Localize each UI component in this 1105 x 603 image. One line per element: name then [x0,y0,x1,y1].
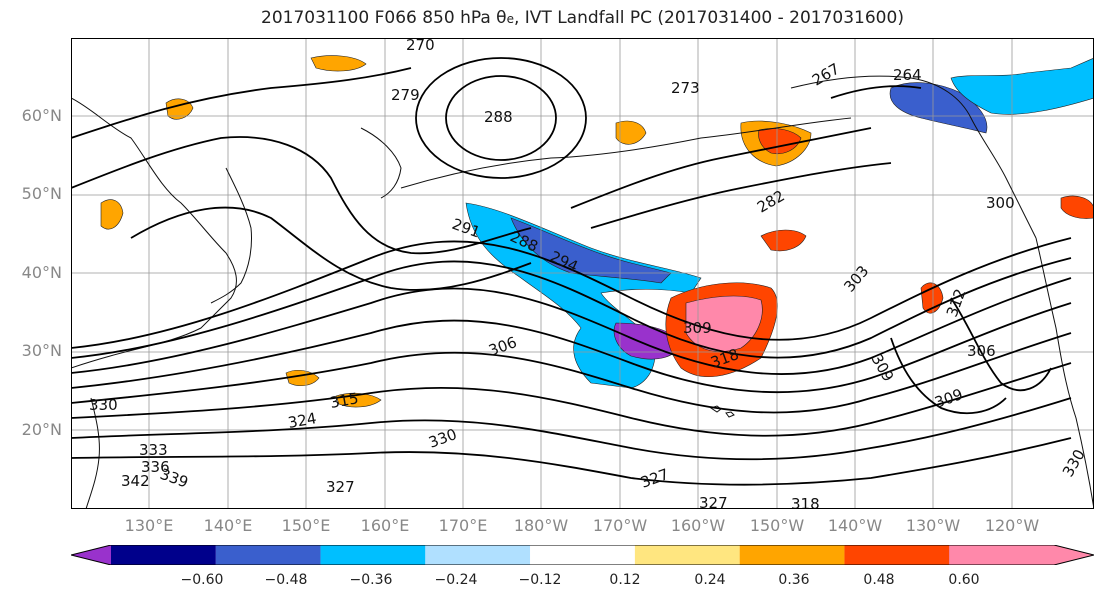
colorbar-segment [739,545,845,565]
anomaly-shading [100,55,1094,408]
map-frame [71,38,1094,509]
positive-anomaly-nw [310,55,367,72]
colorbar-segment [844,545,950,565]
colorbar-segment [530,545,635,565]
lon-label-130e: 130°E [124,516,174,535]
colorbar-segment [949,545,1094,565]
positive-anomaly-east [760,229,807,252]
colorbar-tick-label: −0.24 [434,572,478,588]
coastline-asia [71,97,237,369]
svg-text:270: 270 [406,38,435,54]
svg-text:330: 330 [89,396,118,414]
map-panel: 270 279 288 267 264 273 291 288 294 282 … [71,38,1094,509]
lon-label-140w: 140°W [827,516,883,535]
svg-text:315: 315 [329,389,360,412]
colorbar-segment [634,545,740,565]
contour-288-high [445,75,557,161]
svg-text:336: 336 [141,458,170,476]
colorbar-tick-label: −0.48 [264,572,308,588]
colorbar-tick-label: 0.60 [948,572,980,588]
lon-label-120w: 120°W [984,516,1040,535]
colorbar [71,545,1094,565]
lon-label-130w: 130°W [905,516,961,535]
positive-anomaly-mid [615,120,647,145]
positive-anomaly-e2 [1060,195,1094,219]
svg-text:327: 327 [638,465,671,492]
lat-label-50n: 50°N [21,184,62,203]
svg-text:324: 324 [287,409,318,432]
lat-label-40n: 40°N [21,263,62,282]
negative-anomaly-ne-edge [950,57,1094,115]
colorbar-segment [111,545,216,565]
svg-text:318: 318 [791,495,820,509]
lon-label-170w: 170°W [592,516,648,535]
coastline-kamchatka [360,127,402,199]
lat-label-30n: 30°N [21,341,62,360]
lon-label-160w: 160°W [670,516,726,535]
colorbar-tick-label: 0.24 [694,572,726,588]
positive-anomaly-w2 [100,199,124,230]
colorbar-tick-label: 0.12 [609,572,641,588]
colorbar-tick-label: −0.12 [518,572,562,588]
svg-text:264: 264 [893,66,922,84]
lon-label-150w: 150°W [749,516,805,535]
graticule [71,38,1094,509]
svg-text:279: 279 [391,86,420,104]
svg-text:303: 303 [840,262,872,296]
lat-label-20n: 20°N [21,420,62,439]
svg-text:312: 312 [943,286,970,319]
svg-text:306: 306 [967,342,996,360]
colorbar-segment [320,545,426,565]
theta-e-contours [71,57,1072,486]
negative-anomaly-core [510,217,672,284]
colorbar-tick-label: −0.36 [349,572,393,588]
svg-text:288: 288 [484,108,513,126]
svg-text:342: 342 [121,472,150,490]
colorbar-segment [215,545,321,565]
colorbar-segment [425,545,531,565]
coastline-japan [210,167,252,304]
coastline-philippines [85,397,100,509]
lon-label-140e: 140°E [203,516,253,535]
svg-text:333: 333 [139,441,168,459]
svg-text:273: 273 [671,79,700,97]
svg-text:309: 309 [868,351,898,385]
svg-text:339: 339 [158,465,191,492]
svg-text:330: 330 [1059,446,1089,480]
colorbar-tick-label: −0.60 [180,572,224,588]
svg-text:306: 306 [486,333,519,360]
lon-label-150e: 150°E [281,516,331,535]
svg-text:330: 330 [426,425,459,452]
svg-text:300: 300 [986,194,1015,212]
map-title: 2017031100 F066 850 hPa θe, IVT Landfall… [261,8,904,28]
lon-label-160e: 160°E [360,516,410,535]
svg-text:309: 309 [932,385,965,412]
coastline-aleutians [400,117,852,189]
lon-label-180w: 180°W [513,516,569,535]
svg-text:327: 327 [326,478,355,496]
svg-text:267: 267 [809,60,843,90]
colorbar-tick-label: 0.48 [863,572,895,588]
svg-text:327: 327 [699,494,728,509]
svg-text:309: 309 [683,319,712,337]
lat-label-60n: 60°N [21,106,62,125]
lon-label-170e: 170°E [438,516,488,535]
positive-anomaly-ne-core [758,128,802,155]
coastline-north-america [1035,237,1094,509]
colorbar-tick-label: 0.36 [778,572,810,588]
svg-text:282: 282 [754,187,788,217]
coastline-alaska [790,75,1037,239]
